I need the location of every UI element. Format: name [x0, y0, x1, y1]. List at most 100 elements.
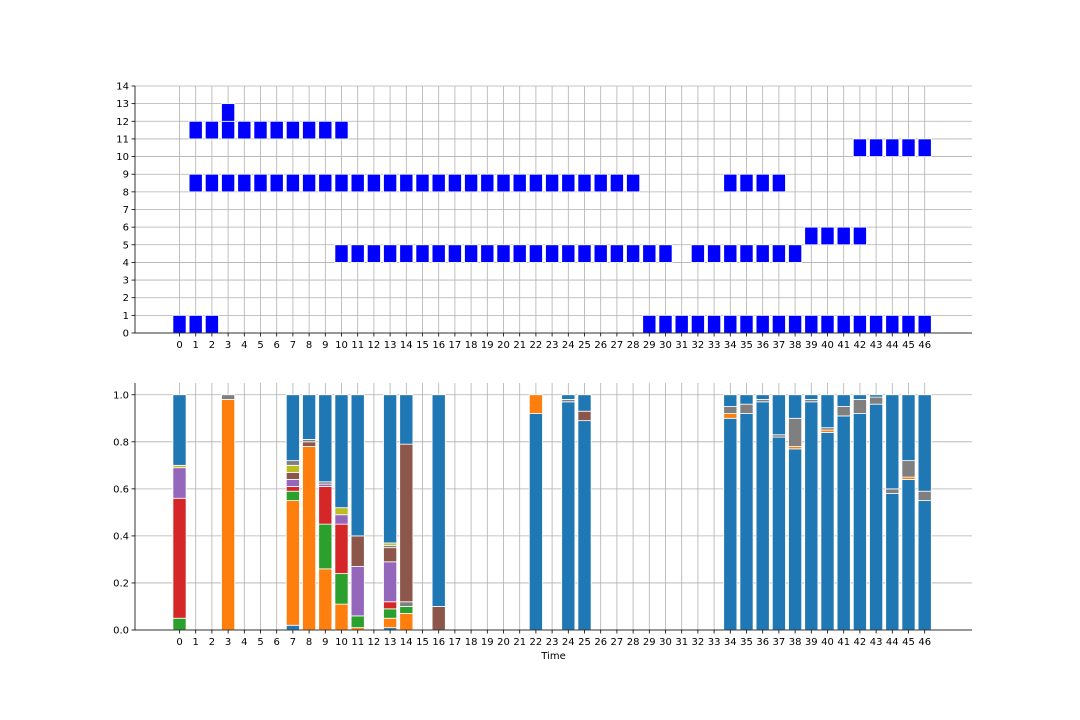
x-tick-label: 46 — [918, 637, 931, 648]
x-tick-label: 40 — [821, 637, 834, 648]
stacked-bar-segment — [836, 406, 851, 417]
x-tick-label: 17 — [449, 340, 462, 351]
stacked-bar-segment — [285, 624, 300, 631]
x-tick-label: 40 — [821, 340, 834, 351]
note-bar — [690, 314, 705, 334]
stacked-bar-segment — [561, 394, 576, 400]
stacked-bar-segment — [723, 406, 738, 414]
x-tick-label: 46 — [918, 340, 931, 351]
stacked-bar-segment — [285, 464, 300, 473]
note-bar — [885, 314, 900, 334]
x-tick-label: 41 — [837, 340, 850, 351]
stacked-bar-segment — [885, 493, 900, 631]
stacked-bar-segment — [285, 486, 300, 492]
x-tick-label: 25 — [578, 340, 591, 351]
x-tick-label: 15 — [416, 340, 429, 351]
x-tick-label: 17 — [449, 637, 462, 648]
x-tick-label: 19 — [481, 637, 494, 648]
note-bar — [788, 244, 803, 263]
x-axis-label: Time — [540, 651, 565, 662]
note-bar — [561, 173, 576, 193]
note-bar — [285, 120, 300, 140]
note-bar — [917, 314, 932, 334]
x-tick-label: 1 — [193, 637, 199, 648]
stacked-bar-segment — [755, 394, 770, 400]
note-bar — [188, 173, 203, 193]
note-bar — [253, 173, 268, 193]
x-tick-label: 22 — [530, 340, 543, 351]
x-tick-label: 43 — [870, 637, 883, 648]
x-tick-label: 24 — [562, 340, 575, 351]
note-bar — [512, 173, 527, 193]
x-tick-label: 24 — [562, 637, 575, 648]
note-bar — [804, 226, 819, 246]
note-bar — [545, 173, 560, 193]
stacked-bar-segment — [901, 460, 916, 478]
y-tick-label: 2 — [123, 293, 129, 304]
stacked-bar-segment — [302, 441, 317, 447]
y-tick-label: 10 — [116, 152, 129, 163]
stacked-bar-segment — [334, 507, 349, 516]
note-bar — [836, 314, 851, 334]
x-tick-label: 28 — [627, 340, 640, 351]
stacked-bar-segment — [852, 413, 867, 631]
note-bar — [804, 314, 819, 334]
x-tick-label: 42 — [854, 637, 867, 648]
stacked-bar-segment — [172, 467, 187, 499]
stacked-bar-segment — [350, 566, 365, 617]
x-tick-label: 16 — [432, 340, 445, 351]
stacked-bar-segment — [302, 446, 317, 631]
x-tick-label: 39 — [805, 340, 818, 351]
x-tick-label: 29 — [643, 340, 656, 351]
stacked-bar-segment — [836, 394, 851, 407]
stacked-bar-segment — [221, 394, 236, 400]
note-bar — [496, 173, 511, 193]
stacked-bar-segment — [399, 601, 414, 607]
x-tick-label: 44 — [886, 637, 899, 648]
y-tick-label: 9 — [123, 170, 129, 181]
stacked-bar-segment — [399, 606, 414, 614]
note-bar — [302, 173, 317, 193]
note-bar — [820, 314, 835, 334]
stacked-bar-segment — [285, 490, 300, 502]
note-bar — [836, 226, 851, 246]
stacked-bar-segment — [771, 394, 786, 436]
stacked-bar-segment — [334, 573, 349, 605]
x-tick-label: 25 — [578, 637, 591, 648]
stacked-bar-segment — [334, 603, 349, 631]
note-bar — [917, 138, 932, 157]
x-tick-label: 2 — [209, 340, 215, 351]
x-tick-label: 37 — [773, 340, 786, 351]
note-bar — [464, 244, 479, 263]
x-tick-label: 38 — [789, 637, 802, 648]
x-tick-label: 35 — [740, 637, 753, 648]
stacked-bar-segment — [334, 514, 349, 525]
stacked-bar-segment — [431, 606, 446, 631]
note-bar — [204, 120, 219, 140]
stacked-bar-segment — [350, 535, 365, 567]
note-bar — [577, 244, 592, 263]
note-bar — [739, 314, 754, 334]
note-bar — [415, 244, 430, 263]
x-tick-label: 39 — [805, 637, 818, 648]
x-tick-label: 16 — [432, 637, 445, 648]
stacked-bar-segment — [399, 613, 414, 631]
y-tick-label: 1.0 — [113, 390, 129, 401]
note-bar — [512, 244, 527, 263]
note-bar — [221, 173, 236, 193]
bottom-chart-stacked-distribution: 0.00.20.40.60.81.00 1 2 3 4 5 6 7 8 9 10 11 12 13 14 15… — [113, 383, 972, 648]
note-bar — [771, 314, 786, 334]
note-bar — [852, 226, 867, 246]
note-bar — [852, 138, 867, 157]
stacked-bar-segment — [285, 479, 300, 487]
y-tick-label: 1 — [123, 311, 129, 322]
note-bar — [447, 173, 462, 193]
note-bar — [771, 173, 786, 193]
stacked-bar-segment — [577, 420, 592, 631]
note-bar — [334, 173, 349, 193]
x-tick-label: 9 — [322, 340, 328, 351]
note-bar — [901, 314, 916, 334]
note-bar — [658, 314, 673, 334]
